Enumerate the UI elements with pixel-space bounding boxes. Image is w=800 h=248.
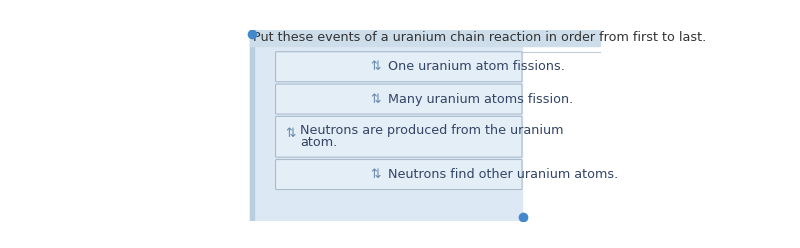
Text: One uranium atom fissions.: One uranium atom fissions. xyxy=(388,60,565,73)
Text: ⇅: ⇅ xyxy=(370,168,381,181)
Text: Neutrons are produced from the uranium: Neutrons are produced from the uranium xyxy=(300,124,563,137)
Text: ⇅: ⇅ xyxy=(370,60,381,73)
Bar xyxy=(250,30,522,221)
FancyBboxPatch shape xyxy=(275,84,522,114)
Text: ⇅: ⇅ xyxy=(286,127,296,140)
Text: Neutrons find other uranium atoms.: Neutrons find other uranium atoms. xyxy=(388,168,618,181)
Bar xyxy=(250,30,254,221)
Text: Many uranium atoms fission.: Many uranium atoms fission. xyxy=(388,93,573,106)
Bar xyxy=(250,30,600,46)
Text: Put these events of a uranium chain reaction in order from first to last.: Put these events of a uranium chain reac… xyxy=(253,31,706,44)
FancyBboxPatch shape xyxy=(275,116,522,157)
FancyBboxPatch shape xyxy=(275,52,522,82)
Text: ⇅: ⇅ xyxy=(370,93,381,106)
FancyBboxPatch shape xyxy=(275,159,522,189)
Text: atom.: atom. xyxy=(300,136,338,150)
